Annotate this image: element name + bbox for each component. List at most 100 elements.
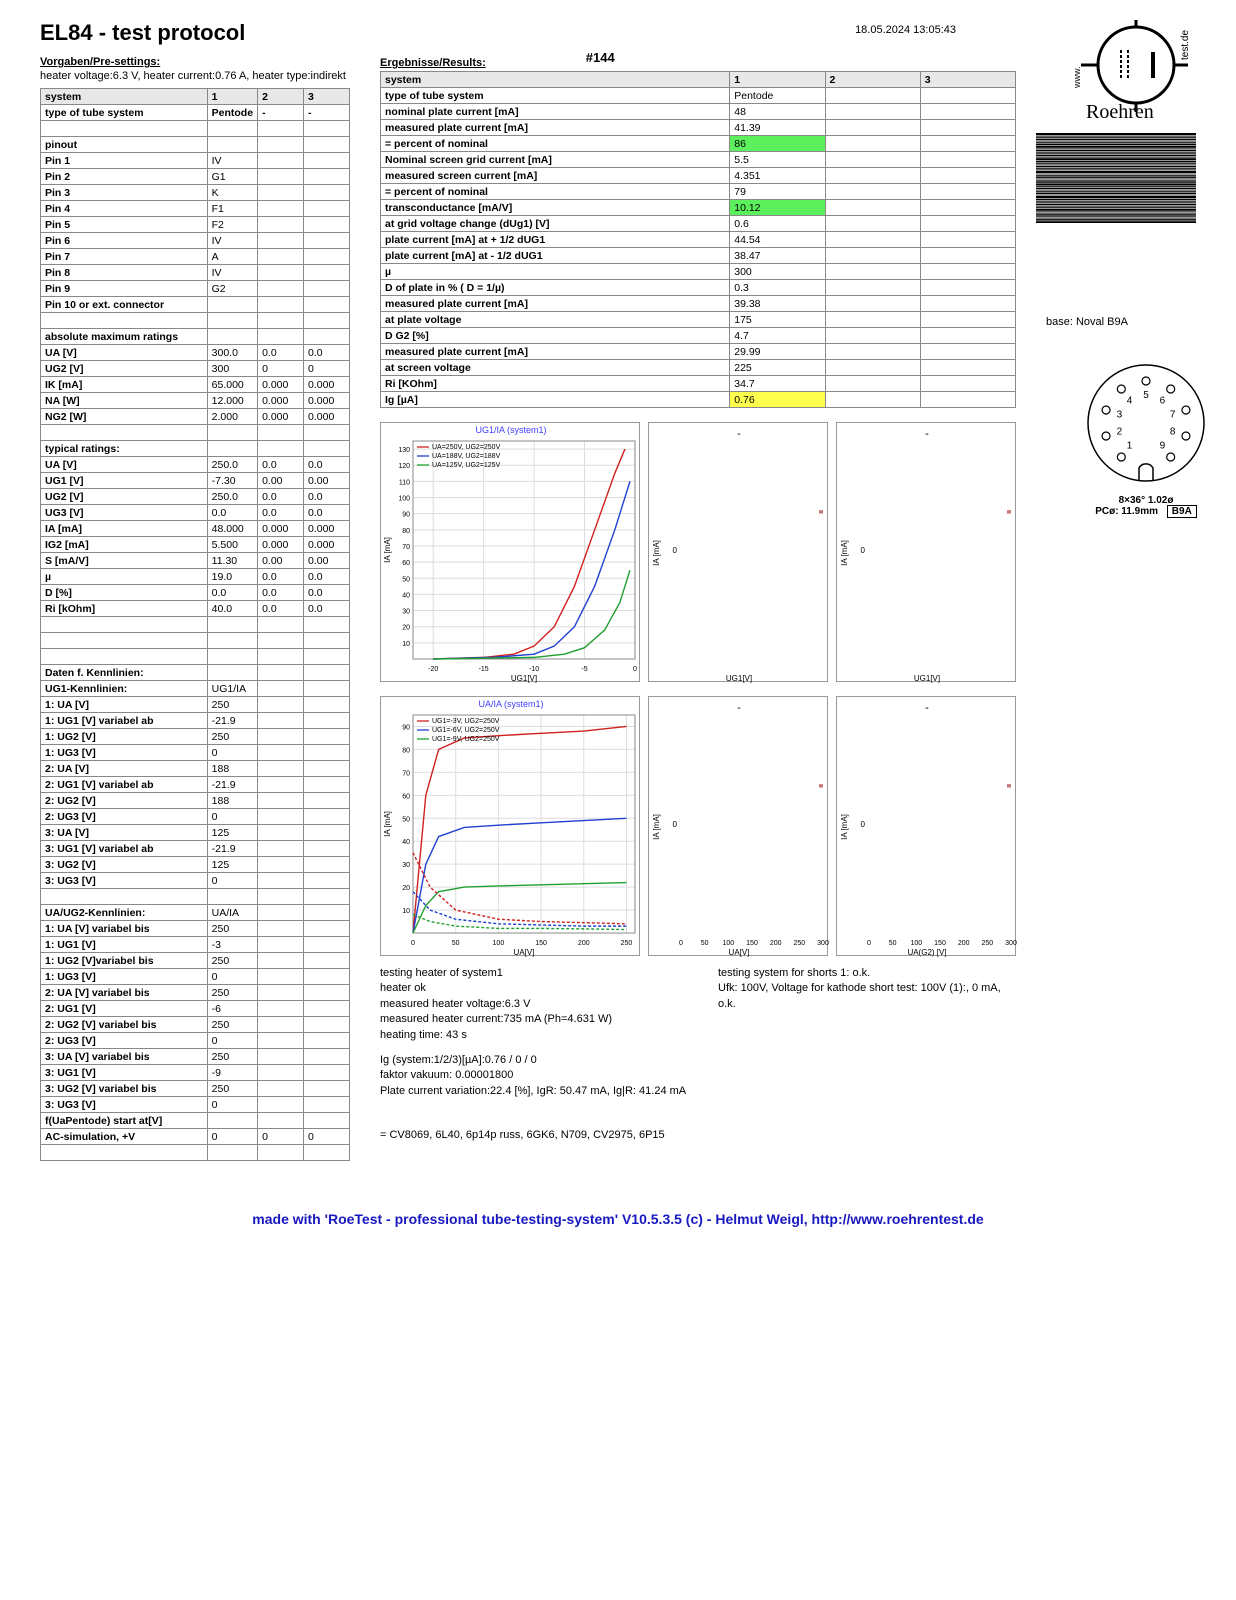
svg-text:300: 300 xyxy=(817,940,829,947)
svg-text:130: 130 xyxy=(398,447,410,454)
svg-text:250: 250 xyxy=(981,940,993,947)
base-label: base: Noval B9A xyxy=(1046,316,1236,328)
svg-text:150: 150 xyxy=(934,940,946,947)
svg-text:UG1[V]: UG1[V] xyxy=(914,674,940,683)
svg-text:UG1=-3V, UG2=250V: UG1=-3V, UG2=250V xyxy=(432,718,500,725)
svg-text:3: 3 xyxy=(1117,409,1123,420)
svg-text:250: 250 xyxy=(621,940,633,947)
chart-small: - 0 IA [mA] 0 50 100 150 200 250 300 UA(G2) [V] xyxy=(836,696,1016,956)
svg-text:0: 0 xyxy=(679,940,683,947)
roehrentest-logo: test.de www. Roehren xyxy=(1036,20,1196,120)
svg-text:UA[V]: UA[V] xyxy=(514,948,535,957)
svg-text:100: 100 xyxy=(493,940,505,947)
svg-text:120: 120 xyxy=(398,463,410,470)
svg-text:60: 60 xyxy=(402,793,410,800)
svg-text:-5: -5 xyxy=(581,666,587,673)
svg-text:UA=125V, UG2=125V: UA=125V, UG2=125V xyxy=(432,462,501,469)
presettings-heading: Vorgaben/Pre-settings: xyxy=(40,56,350,68)
equivalents: = CV8069, 6L40, 6p14p russ, 6GK6, N709, … xyxy=(380,1129,1016,1141)
chart-small: - 0 IA [mA] UG1[V] xyxy=(836,422,1016,682)
svg-text:40: 40 xyxy=(402,592,410,599)
svg-text:UG1/IA (system1): UG1/IA (system1) xyxy=(475,425,546,435)
svg-text:0: 0 xyxy=(861,820,866,829)
svg-text:70: 70 xyxy=(402,544,410,551)
page-title: EL84 - test protocol xyxy=(40,20,245,46)
svg-text:0: 0 xyxy=(411,940,415,947)
svg-text:UA(G2) [V]: UA(G2) [V] xyxy=(907,948,946,957)
svg-text:UG1=-6V, UG2=250V: UG1=-6V, UG2=250V xyxy=(432,727,500,734)
svg-text:90: 90 xyxy=(402,512,410,519)
results-heading: Ergebnisse/Results: xyxy=(380,57,486,69)
svg-text:4: 4 xyxy=(1127,395,1133,406)
svg-text:150: 150 xyxy=(746,940,758,947)
results-table: system 1 2 3 type of tube systemPentoden… xyxy=(380,71,1016,408)
pinout-diagram: 123456789 8×36° 1.02ø PCø: 11.9mm B9A xyxy=(1046,358,1236,517)
logo-area: test.de www. Roehren xyxy=(1036,20,1196,223)
svg-text:300: 300 xyxy=(1005,940,1017,947)
svg-text:50: 50 xyxy=(402,576,410,583)
footer-notes-bottom: Ig (system:1/2/3)[µA]:0.76 / 0 / 0faktor… xyxy=(380,1053,1016,1099)
svg-text:UA[V]: UA[V] xyxy=(729,948,750,957)
svg-text:UA/IA (system1): UA/IA (system1) xyxy=(478,699,543,709)
svg-text:200: 200 xyxy=(958,940,970,947)
svg-text:1: 1 xyxy=(1127,441,1133,452)
footer-notes-right: testing system for shorts 1: o.k.Ufk: 10… xyxy=(718,966,1016,1043)
svg-text:100: 100 xyxy=(910,940,922,947)
svg-text:-: - xyxy=(925,702,929,714)
svg-text:100: 100 xyxy=(398,496,410,503)
svg-text:UA=250V, UG2=250V: UA=250V, UG2=250V xyxy=(432,444,501,451)
svg-text:test.de: test.de xyxy=(1180,30,1191,60)
chart-small: -0IA [mA]050100150200250300UA[V] xyxy=(648,696,828,956)
chart-main: 050100150200250102030405060708090UA/IA (… xyxy=(380,696,640,956)
svg-text:IA [mA]: IA [mA] xyxy=(383,811,392,837)
svg-text:-15: -15 xyxy=(479,666,489,673)
footer-notes-left: testing heater of system1heater okmeasur… xyxy=(380,966,678,1043)
svg-text:0: 0 xyxy=(673,546,678,555)
svg-text:200: 200 xyxy=(578,940,590,947)
chart-main: -20-15-10-501020304050607080901001101201… xyxy=(380,422,640,682)
barcode xyxy=(1036,133,1196,223)
svg-text:-10: -10 xyxy=(529,666,539,673)
serial-number: #144 xyxy=(586,50,615,65)
svg-text:-: - xyxy=(737,702,741,714)
svg-text:UG1[V]: UG1[V] xyxy=(511,674,537,683)
svg-text:IA [mA]: IA [mA] xyxy=(383,537,392,563)
svg-text:150: 150 xyxy=(535,940,547,947)
svg-text:10: 10 xyxy=(402,908,410,915)
svg-text:-: - xyxy=(737,428,741,440)
svg-text:10: 10 xyxy=(402,641,410,648)
svg-text:UG1[V]: UG1[V] xyxy=(726,674,752,683)
svg-text:40: 40 xyxy=(402,839,410,846)
svg-text:0: 0 xyxy=(633,666,637,673)
svg-text:7: 7 xyxy=(1170,409,1176,420)
svg-text:Roehren: Roehren xyxy=(1086,101,1154,120)
svg-text:0: 0 xyxy=(861,546,866,555)
svg-text:250: 250 xyxy=(793,940,805,947)
svg-text:IA [mA]: IA [mA] xyxy=(652,814,661,840)
svg-text:70: 70 xyxy=(402,770,410,777)
timestamp: 18.05.2024 13:05:43 xyxy=(855,24,956,36)
svg-text:IA [mA]: IA [mA] xyxy=(840,814,849,840)
svg-text:UG1=-9V, UG2=250V: UG1=-9V, UG2=250V xyxy=(432,736,500,743)
svg-text:90: 90 xyxy=(402,724,410,731)
svg-text:0: 0 xyxy=(673,820,678,829)
svg-text:-20: -20 xyxy=(428,666,438,673)
svg-text:2: 2 xyxy=(1117,427,1123,438)
svg-text:6: 6 xyxy=(1160,395,1166,406)
footer-credit: made with 'RoeTest - professional tube-t… xyxy=(40,1211,1196,1227)
svg-text:50: 50 xyxy=(701,940,709,947)
presettings-table: system 1 2 3 type of tube system Pentode… xyxy=(40,88,350,1161)
svg-text:50: 50 xyxy=(889,940,897,947)
svg-text:110: 110 xyxy=(399,479,410,486)
svg-text:-: - xyxy=(925,428,929,440)
svg-text:8: 8 xyxy=(1170,427,1176,438)
svg-text:0: 0 xyxy=(867,940,871,947)
svg-text:IA [mA]: IA [mA] xyxy=(652,540,661,566)
svg-text:100: 100 xyxy=(722,940,734,947)
chart-small: - 0 IA [mA] UG1[V] xyxy=(648,422,828,682)
svg-text:20: 20 xyxy=(402,885,410,892)
svg-text:50: 50 xyxy=(452,940,460,947)
svg-text:20: 20 xyxy=(402,625,410,632)
svg-text:IA [mA]: IA [mA] xyxy=(840,540,849,566)
svg-text:9: 9 xyxy=(1160,441,1166,452)
